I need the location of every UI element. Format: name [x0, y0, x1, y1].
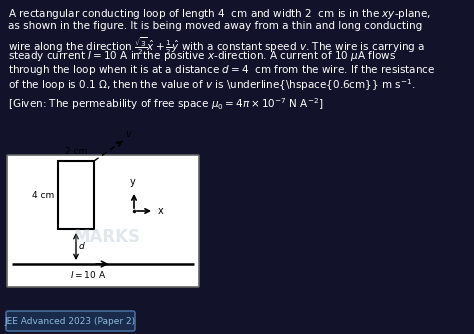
Text: $I = 10$ A: $I = 10$ A — [70, 269, 106, 280]
Text: y: y — [130, 177, 136, 187]
Bar — [58, 161, 94, 229]
FancyBboxPatch shape — [6, 311, 135, 331]
Text: as shown in the figure. It is being moved away from a thin and long conducting: as shown in the figure. It is being move… — [8, 21, 422, 31]
Text: x: x — [158, 206, 164, 216]
Text: d: d — [79, 242, 85, 251]
Text: [Given: The permeability of free space $\mu_0 = 4\pi \times 10^{-7}$ N A$^{-2}$]: [Given: The permeability of free space $… — [8, 96, 323, 112]
Text: wire along the direction $\frac{\sqrt{3}}{2}\hat{x} + \frac{1}{2}\hat{y}$ with a: wire along the direction $\frac{\sqrt{3}… — [8, 35, 425, 57]
Text: A rectangular conducting loop of length 4  cm and width 2  cm is in the $xy$-pla: A rectangular conducting loop of length … — [8, 7, 431, 21]
Text: JEE Advanced 2023 (Paper 2): JEE Advanced 2023 (Paper 2) — [5, 317, 136, 326]
Text: of the loop is 0.1 $\Omega$, then the value of $v$ is \underline{\hspace{0.6cm}}: of the loop is 0.1 $\Omega$, then the va… — [8, 77, 416, 93]
FancyBboxPatch shape — [7, 155, 199, 287]
Text: v: v — [126, 129, 131, 139]
Text: through the loop when it is at a distance $d = 4$  cm from the wire. If the resi: through the loop when it is at a distanc… — [8, 63, 435, 77]
Text: MARKS: MARKS — [73, 227, 140, 245]
Text: 4 cm: 4 cm — [32, 190, 54, 199]
Text: steady current $I = 10$ A in the positive $x$-direction. A current of 10 $\mu$A : steady current $I = 10$ A in the positiv… — [8, 49, 396, 63]
Text: 2 cm: 2 cm — [65, 147, 87, 156]
